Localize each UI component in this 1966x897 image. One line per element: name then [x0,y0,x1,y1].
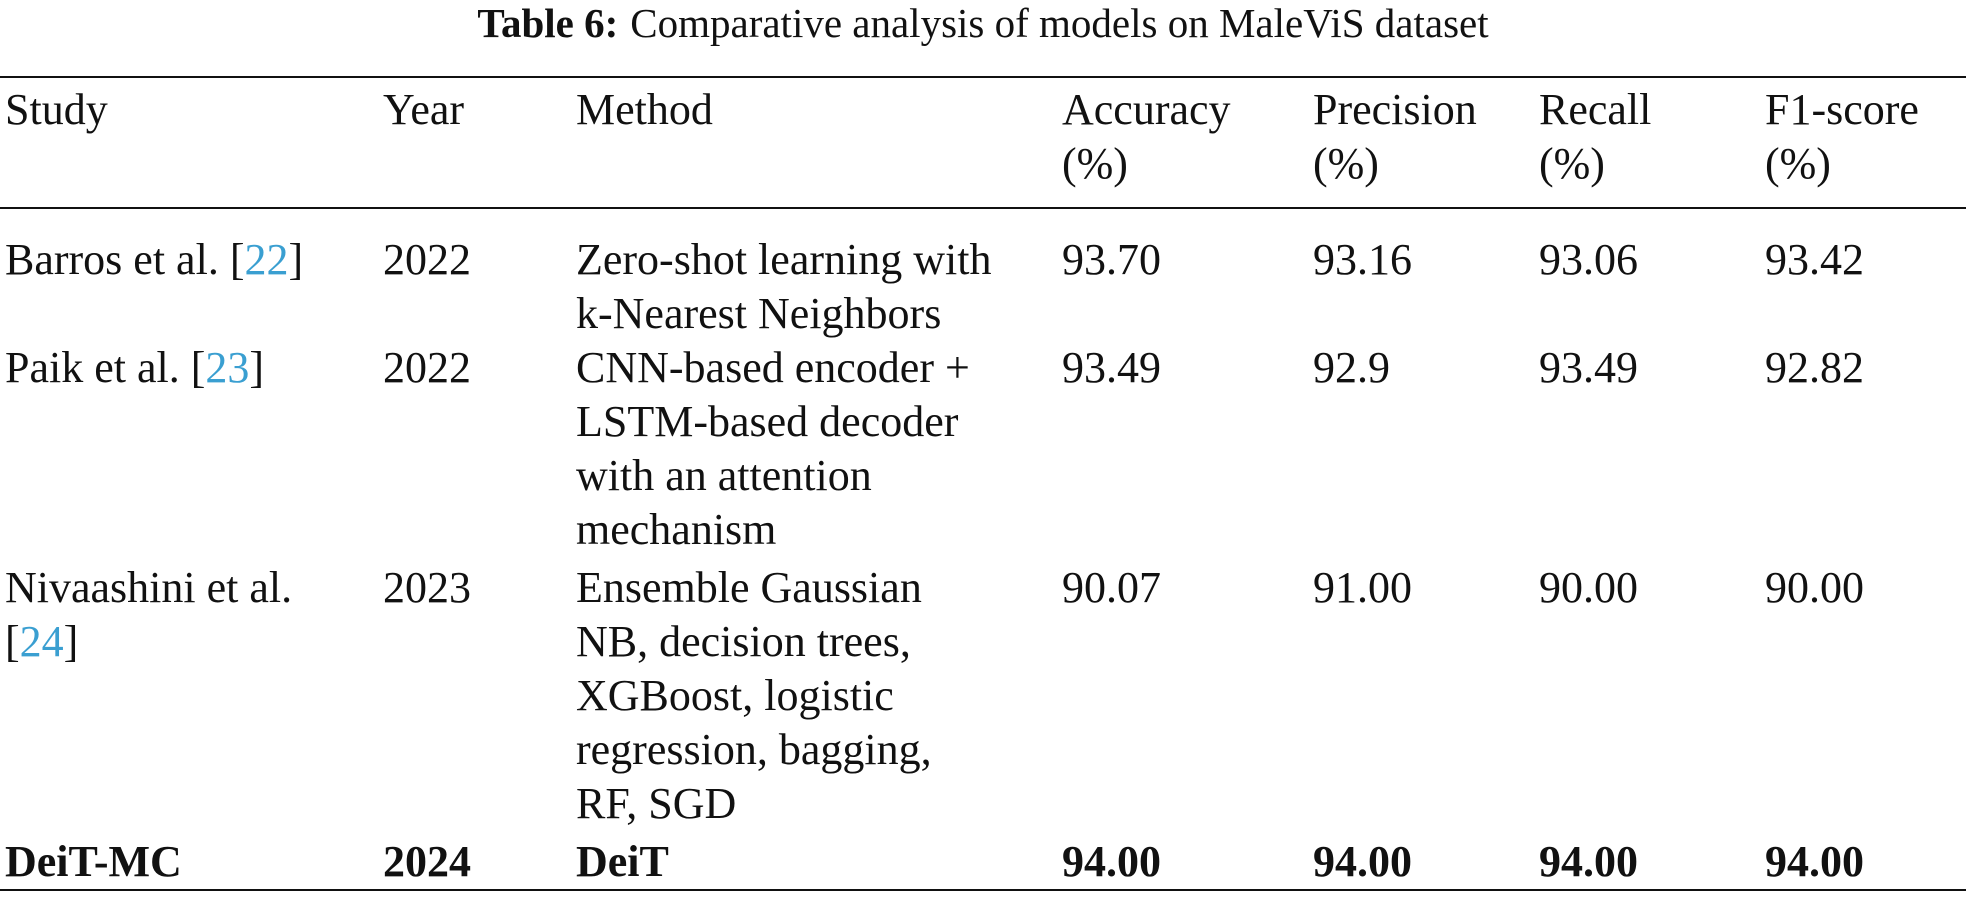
header-method: Method [576,85,713,134]
header-year: Year [383,85,465,134]
method-cell: CNN-based encoder + LSTM-based decoder wit… [576,343,970,554]
study-cell: Paik et al. [23] [5,343,265,392]
caption-label: Table 6: [477,0,619,46]
comparison-table: Study Year Method Accuracy (%) Precision(… [0,80,1966,889]
table-row: Barros et al. [22] 2022 Zero-shot learni… [0,207,1966,341]
precision-cell: 91.00 [1313,563,1412,612]
study-cell: Barros et al. [22] [5,235,304,284]
citation-link[interactable]: 23 [205,343,250,392]
header-row: Study Year Method Accuracy (%) Precision(… [0,80,1966,207]
recall-cell: 90.00 [1539,563,1638,612]
year-cell: 2022 [383,343,471,392]
study-cell: Nivaashini et al. [24] [5,563,293,666]
accuracy-cell: 93.49 [1062,343,1161,392]
citation-link[interactable]: 22 [244,235,289,284]
precision-cell: 93.16 [1313,235,1412,284]
header-f1: F1-score (%) [1765,85,1919,188]
header-accuracy: Accuracy (%) [1062,85,1231,188]
header-recall: Recall (%) [1539,85,1652,188]
bottom-rule [0,889,1966,891]
f1-cell: 90.00 [1765,563,1864,612]
accuracy-cell: 94.00 [1062,837,1161,886]
accuracy-cell: 93.70 [1062,235,1161,284]
top-rule [0,76,1966,78]
method-cell: Ensemble Gaussian NB, decision trees, XGBo… [576,563,932,828]
precision-cell: 94.00 [1313,837,1412,886]
recall-cell: 93.06 [1539,235,1638,284]
precision-cell: 92.9 [1313,343,1390,392]
f1-cell: 92.82 [1765,343,1864,392]
table-row: Paik et al. [23] 2022 CNN-based encoder … [0,341,1966,557]
header-rule [0,207,1966,209]
citation-link[interactable]: 24 [19,617,64,666]
method-cell: Zero-shot learning with k-Nearest Neighbo… [576,235,992,338]
f1-cell: 93.42 [1765,235,1864,284]
table-row: Nivaashini et al. [24] 2023 Ensemble Gaus… [0,557,1966,831]
year-cell: 2022 [383,235,471,284]
header-study: Study [5,85,108,134]
year-cell: 2023 [383,563,471,612]
year-cell: 2024 [383,837,471,886]
caption-text: Comparative analysis of models on MaleVi… [630,0,1489,46]
table-caption: Table 6: Comparative analysis of models o… [0,0,1966,46]
recall-cell: 93.49 [1539,343,1638,392]
study-cell: DeiT-MC [5,837,182,886]
recall-cell: 94.00 [1539,837,1638,886]
accuracy-cell: 90.07 [1062,563,1161,612]
table-row-proposed: DeiT-MC 2024 DeiT 94.00 94.00 94.00 94.0… [0,831,1966,889]
f1-cell: 94.00 [1765,837,1864,886]
method-cell: DeiT [576,837,669,886]
header-precision: Precision (%) [1313,85,1477,188]
